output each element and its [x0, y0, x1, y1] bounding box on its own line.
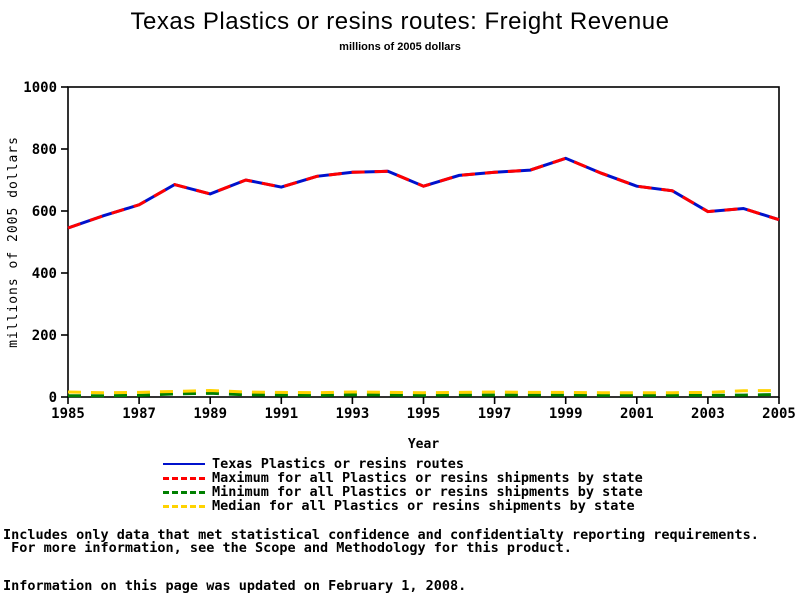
x-tick-label: 2005: [762, 406, 796, 422]
plot-frame: [67, 86, 780, 398]
x-tick-label: 1997: [478, 406, 512, 422]
x-tick-label: 1993: [336, 406, 370, 422]
y-tick-label: 1000: [23, 80, 57, 96]
y-axis-title: millions of 2005 dollars: [6, 136, 21, 348]
y-tick-label: 0: [49, 390, 57, 406]
legend-label: Minimum for all Plastics or resins shipm…: [212, 484, 643, 500]
footnote-updated-date: Information on this page was updated on …: [3, 578, 467, 594]
series-line-texas: [67, 156, 780, 230]
series-line-median: [67, 388, 780, 395]
x-axis-title: Year: [408, 437, 439, 452]
x-tick-label: 1985: [51, 406, 85, 422]
minimum-line-swatch-icon: [163, 490, 205, 494]
chart-subtitle: millions of 2005 dollars: [339, 41, 461, 53]
legend-label: Maximum for all Plastics or resins shipm…: [212, 470, 643, 486]
x-tick-label: 1989: [193, 406, 227, 422]
y-tick-label: 600: [32, 204, 57, 220]
texas-line-swatch-icon: [163, 463, 205, 465]
legend-label: Texas Plastics or resins routes: [212, 456, 464, 472]
footnote-confidence: Includes only data that met statistical …: [3, 527, 759, 543]
x-tick-label: 1987: [122, 406, 156, 422]
x-tick-label: 1991: [264, 406, 298, 422]
median-line-swatch-icon: [163, 504, 205, 508]
x-tick-label: 1999: [549, 406, 583, 422]
y-tick-label: 200: [32, 328, 57, 344]
y-tick-label: 400: [32, 266, 57, 282]
x-tick-label: 2003: [691, 406, 725, 422]
legend-item-texas: Texas Plastics or resins routes: [163, 457, 643, 471]
legend-label: Median for all Plastics or resins shipme…: [212, 498, 635, 514]
maximum-line-swatch-icon: [163, 476, 205, 480]
legend-item-median: Median for all Plastics or resins shipme…: [163, 499, 643, 513]
x-tick-label: 2001: [620, 406, 654, 422]
legend-item-maximum: Maximum for all Plastics or resins shipm…: [163, 471, 643, 485]
freight-revenue-line-chart: 0 200 400 600 800 1000 1985 1987 1989 1991 1993 199…: [6, 80, 796, 452]
page-title: Texas Plastics or resins routes: Freight…: [130, 8, 670, 35]
y-tick-label: 800: [32, 142, 57, 158]
chart-legend: Texas Plastics or resins routes Maximum …: [163, 457, 643, 513]
legend-item-minimum: Minimum for all Plastics or resins shipm…: [163, 485, 643, 499]
footnote-methodology: For more information, see the Scope and …: [3, 540, 572, 556]
series-line-maximum: [67, 156, 780, 230]
series-line-minimum: [68, 391, 780, 398]
x-tick-label: 1995: [407, 406, 441, 422]
